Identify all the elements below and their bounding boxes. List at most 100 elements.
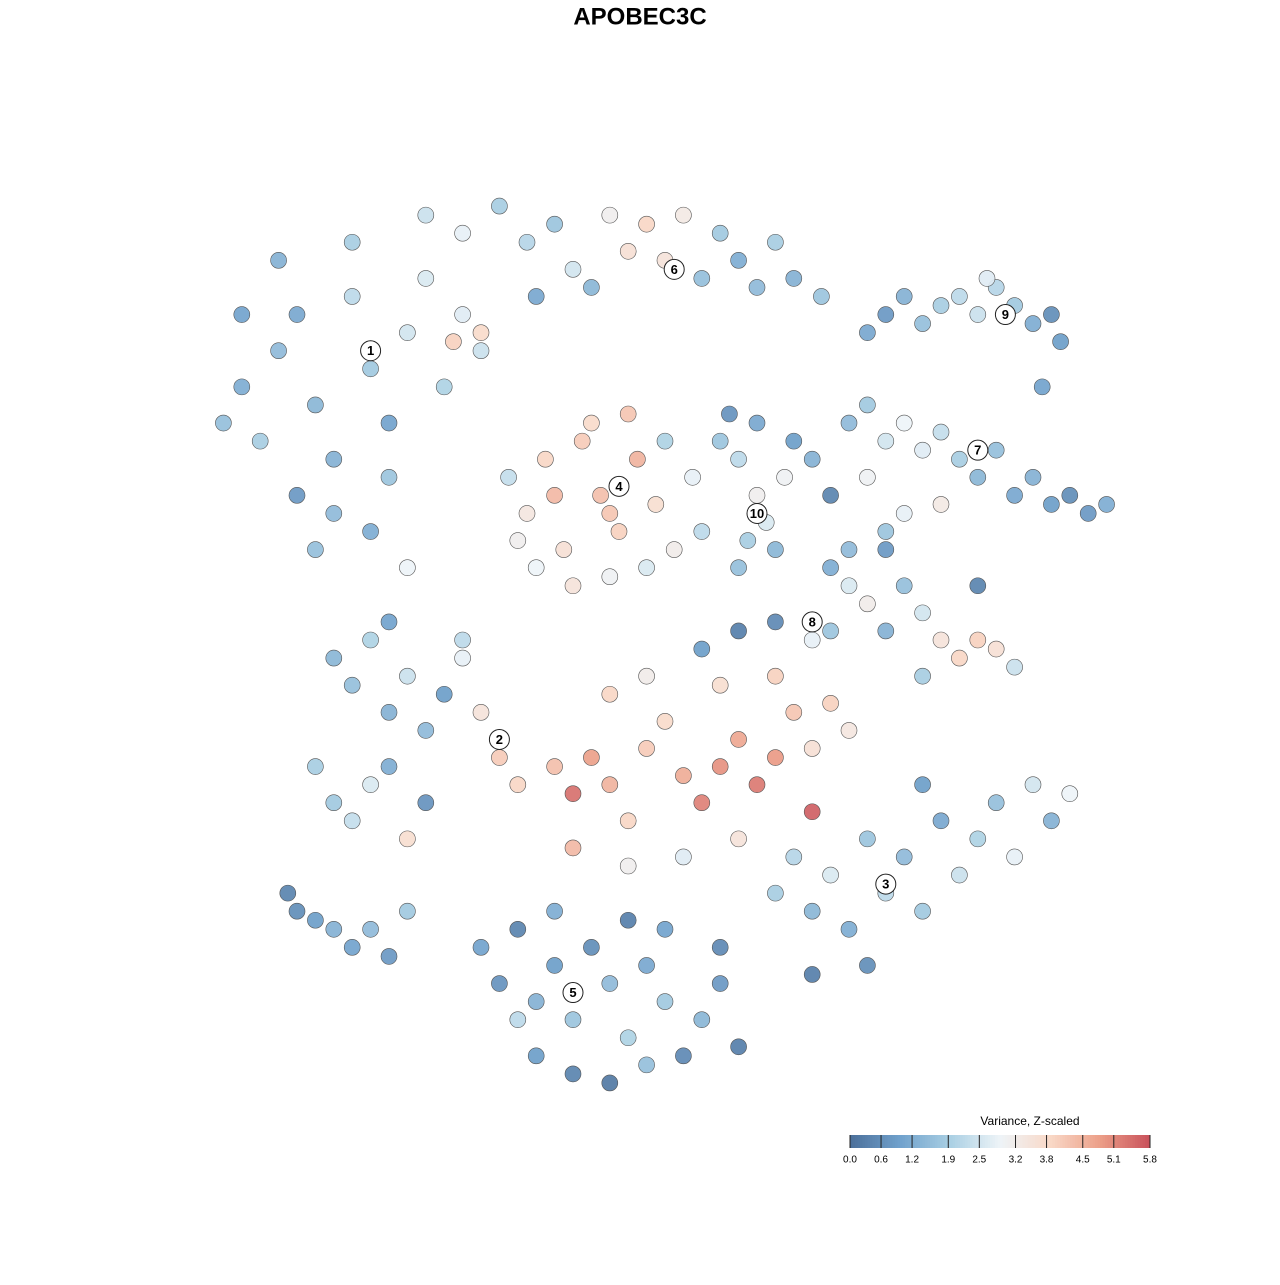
- point: [454, 224, 471, 242]
- colorbar-segment: [1060, 1135, 1063, 1148]
- point: [362, 776, 379, 793]
- colorbar-segment: [990, 1135, 993, 1148]
- point: [601, 975, 619, 992]
- point: [675, 848, 692, 866]
- point: [399, 667, 416, 685]
- colorbar-segment: [1000, 1135, 1003, 1148]
- point: [1006, 848, 1023, 866]
- point: [555, 541, 573, 558]
- point: [1043, 812, 1060, 830]
- colorbar-segment: [1055, 1135, 1058, 1148]
- colorbar-segment: [1080, 1135, 1083, 1148]
- colorbar-segment: [857, 1135, 861, 1148]
- point: [509, 532, 527, 549]
- colorbar-segment: [960, 1135, 963, 1148]
- point: [619, 911, 637, 929]
- colorbar-segment: [1042, 1135, 1046, 1148]
- colorbar-segment: [952, 1135, 956, 1148]
- colorbar-segment: [942, 1135, 946, 1148]
- point: [417, 270, 435, 287]
- point: [730, 731, 747, 748]
- colorbar-segment: [987, 1135, 991, 1148]
- point: [877, 306, 895, 323]
- point: [803, 450, 821, 468]
- point: [730, 830, 747, 848]
- cluster-marker: [967, 439, 989, 461]
- colorbar-segment: [850, 1135, 853, 1148]
- point: [840, 920, 858, 938]
- colorbar-tick-label: 0.0: [843, 1155, 857, 1166]
- colorbar-tick-label: 3.2: [1009, 1155, 1023, 1166]
- point: [601, 206, 619, 224]
- point: [895, 577, 913, 595]
- colorbar-segment: [895, 1135, 898, 1148]
- point: [767, 667, 784, 685]
- colorbar-segment: [1027, 1135, 1031, 1148]
- colorbar-segment: [1057, 1135, 1061, 1148]
- point: [601, 685, 619, 703]
- point: [546, 902, 563, 920]
- colorbar-segment: [1075, 1135, 1078, 1148]
- point: [583, 279, 600, 296]
- cluster-label: 1: [367, 343, 374, 358]
- point: [362, 631, 379, 649]
- point: [693, 794, 711, 812]
- point: [969, 306, 987, 323]
- colorbar-segment: [962, 1135, 966, 1148]
- point: [748, 414, 766, 432]
- point: [978, 270, 996, 287]
- point: [711, 676, 729, 694]
- colorbar-segment: [1072, 1135, 1076, 1148]
- colorbar-segment: [1132, 1135, 1136, 1148]
- point: [592, 487, 609, 504]
- point: [693, 523, 711, 540]
- colorbar-segment: [1025, 1135, 1028, 1148]
- point: [803, 902, 821, 920]
- colorbar-segment: [867, 1135, 871, 1148]
- point: [491, 197, 508, 215]
- point: [279, 884, 297, 902]
- colorbar-segment: [887, 1135, 891, 1148]
- cluster-marker: [746, 502, 768, 524]
- colorbar-segment: [1137, 1135, 1141, 1148]
- colorbar-segment: [1127, 1135, 1131, 1148]
- point: [638, 215, 655, 233]
- point: [822, 866, 839, 884]
- colorbar-segment: [1092, 1135, 1096, 1148]
- colorbar-segment: [1070, 1135, 1073, 1148]
- colorbar-segment: [1037, 1135, 1041, 1148]
- colorbar-tick-label: 2.5: [972, 1155, 986, 1166]
- colorbar-segment: [852, 1135, 856, 1148]
- colorbar-segment: [980, 1135, 983, 1148]
- colorbar-segment: [997, 1135, 1001, 1148]
- point: [748, 487, 766, 504]
- colorbar-segment: [1015, 1135, 1018, 1148]
- colorbar-segment: [1140, 1135, 1143, 1148]
- cluster-label: 7: [974, 443, 981, 458]
- point: [859, 957, 876, 974]
- point: [343, 233, 361, 251]
- point: [518, 233, 536, 251]
- point: [343, 288, 361, 305]
- colorbar-segment: [935, 1135, 938, 1148]
- point: [895, 414, 913, 432]
- point: [711, 224, 729, 242]
- point: [564, 1065, 582, 1083]
- point: [233, 378, 251, 396]
- cluster-label: 4: [615, 479, 623, 494]
- cluster-label: 5: [569, 985, 576, 1000]
- point: [307, 396, 324, 414]
- point: [877, 432, 895, 450]
- colorbar-segment: [1062, 1135, 1066, 1148]
- chart-title: APOBEC3C: [573, 3, 706, 30]
- point: [215, 414, 232, 432]
- point: [711, 758, 729, 775]
- point: [803, 966, 821, 983]
- colorbar-segment: [885, 1135, 888, 1148]
- point: [472, 324, 490, 341]
- colorbar-segment: [1022, 1135, 1026, 1148]
- colorbar-segment: [930, 1135, 933, 1148]
- colorbar-segment: [1010, 1135, 1013, 1148]
- point: [675, 767, 692, 784]
